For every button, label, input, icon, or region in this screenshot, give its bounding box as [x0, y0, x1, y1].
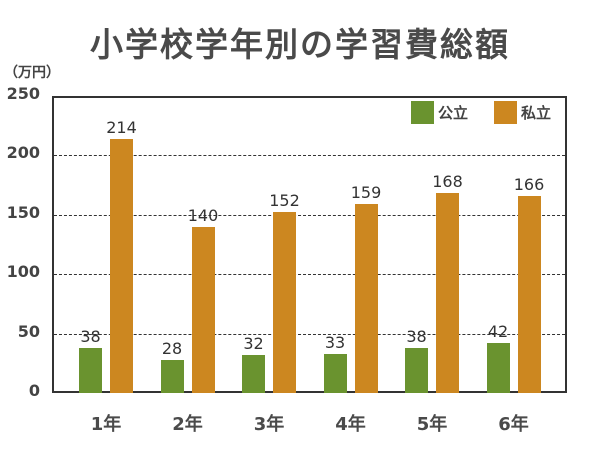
bar-public	[242, 354, 265, 393]
value-label-public: 33	[324, 332, 346, 352]
value-label-public: 32	[243, 333, 264, 353]
x-tick-label: 4年	[335, 414, 366, 435]
legend-label-private: 私立	[521, 104, 552, 122]
x-tick-label: 6年	[498, 414, 529, 435]
bar-public	[79, 347, 102, 393]
y-tick-label: 150	[6, 202, 40, 222]
bar-private	[354, 204, 378, 393]
y-tick-label: 200	[6, 143, 40, 163]
x-tick-label: 5年	[416, 414, 448, 435]
bar-public	[405, 347, 428, 393]
value-label-public: 38	[406, 326, 427, 346]
legend-swatch-private	[494, 101, 517, 124]
x-tick-label: 1年	[90, 414, 122, 435]
bar-public	[486, 343, 510, 393]
value-label-private: 152	[269, 191, 300, 211]
value-label-private: 140	[187, 205, 219, 225]
legend-item-private: 私立	[494, 101, 551, 124]
legend-item-public: 公立	[411, 101, 468, 124]
gridline	[54, 214, 565, 216]
y-tick-label: 250	[6, 84, 40, 103]
x-tick-label: 2年	[172, 414, 203, 435]
value-label-public: 42	[487, 322, 509, 342]
gridline	[54, 333, 565, 335]
legend-swatch-public	[411, 101, 434, 124]
bar-private	[273, 212, 296, 393]
value-label-private: 168	[432, 172, 463, 192]
bar-public	[323, 353, 347, 393]
value-label-public: 38	[80, 326, 101, 346]
gridline	[54, 274, 565, 276]
bar-private	[517, 195, 541, 393]
bar-private	[191, 226, 215, 393]
value-label-private: 214	[106, 117, 137, 137]
legend-label-public: 公立	[438, 104, 469, 122]
chart-title: 小学校学年別の学習費総額	[90, 25, 510, 64]
y-tick-label: 50	[17, 321, 40, 341]
bar-private	[110, 138, 133, 393]
y-tick-label: 0	[28, 381, 40, 400]
value-label-private: 159	[350, 183, 382, 203]
gridline	[54, 155, 565, 157]
bar-public	[160, 359, 184, 393]
y-axis-unit-label: （万円）	[4, 65, 60, 81]
plot-area	[52, 96, 567, 393]
value-label-public: 28	[161, 338, 183, 358]
x-tick-label: 3年	[253, 414, 285, 435]
value-label-private: 166	[513, 174, 545, 194]
bar-private	[436, 193, 459, 393]
y-tick-label: 100	[6, 262, 40, 282]
